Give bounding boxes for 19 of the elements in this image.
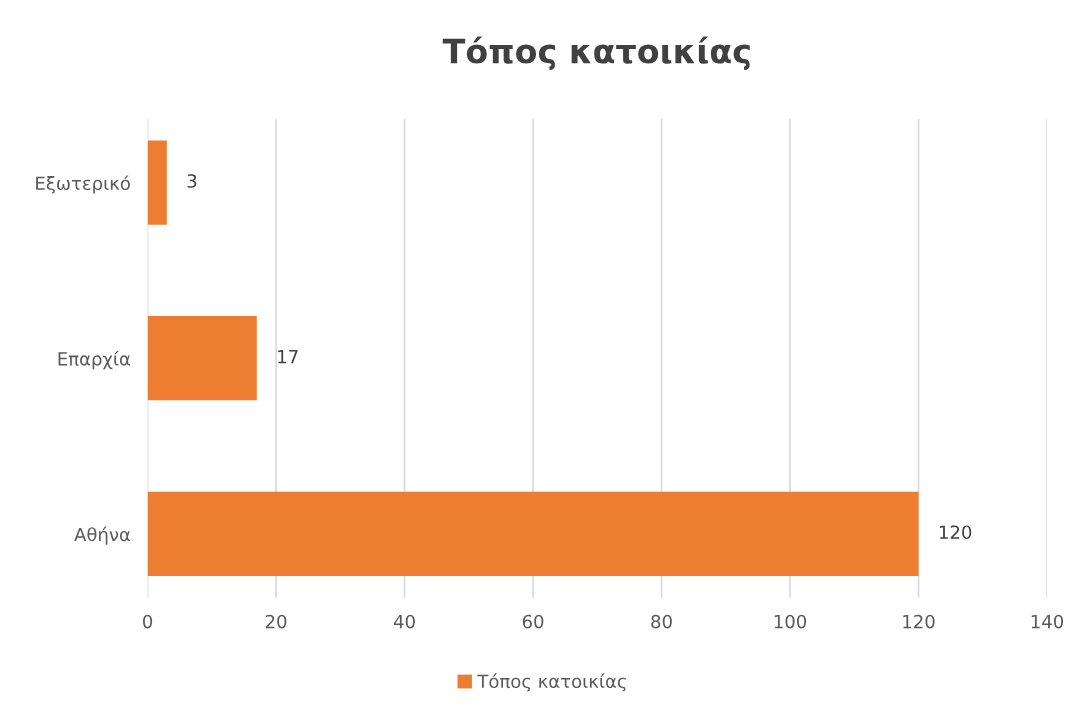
y-tick-label: Επαρχία (58, 350, 131, 370)
x-tick-label: 40 (393, 614, 415, 629)
chart-title: Τόπος κατοικίας (442, 36, 750, 71)
x-tick-label: 20 (265, 614, 287, 629)
x-tick-label: 140 (1031, 614, 1064, 629)
bar (147, 140, 167, 225)
y-tick-label: Εξωτερικό (36, 175, 130, 194)
legend-label: Τόπος κατοικίας (477, 673, 626, 692)
x-tick-label: 100 (774, 614, 807, 629)
data-label: 3 (187, 174, 197, 188)
y-tick-label: Αθήνα (74, 526, 131, 545)
x-tick-label: 60 (522, 614, 544, 629)
bar (147, 491, 919, 576)
x-tick-label: 0 (143, 614, 153, 629)
x-tick-label: 120 (903, 614, 935, 629)
x-tick-label: 80 (651, 614, 672, 629)
bar (147, 316, 257, 401)
data-label: 120 (939, 525, 972, 540)
data-label: 17 (278, 350, 298, 364)
